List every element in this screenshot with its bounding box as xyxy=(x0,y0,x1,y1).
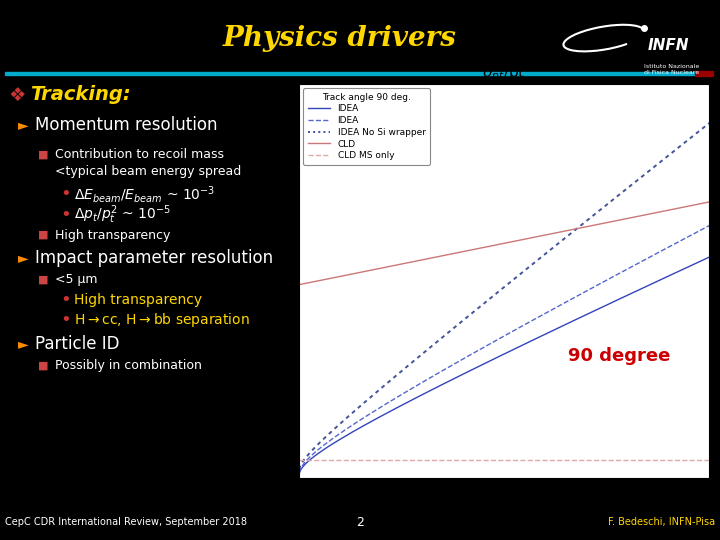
Text: Impact parameter resolution: Impact parameter resolution xyxy=(35,249,273,267)
Text: F. Bedeschi, INFN-Pisa: F. Bedeschi, INFN-Pisa xyxy=(608,517,715,527)
Text: High transparency: High transparency xyxy=(74,293,202,307)
Text: H$\rightarrow$cc, H$\rightarrow$bb separation: H$\rightarrow$cc, H$\rightarrow$bb separ… xyxy=(74,311,250,329)
Text: Contribution to recoil mass: Contribution to recoil mass xyxy=(55,148,224,161)
Text: $\Delta E_{beam}/E_{beam}$ ~ 10$^{-3}$: $\Delta E_{beam}/E_{beam}$ ~ 10$^{-3}$ xyxy=(74,184,215,205)
Text: •: • xyxy=(60,291,71,309)
Text: •: • xyxy=(60,206,71,224)
Text: <typical beam energy spread: <typical beam energy spread xyxy=(55,165,241,179)
Text: 90 degree: 90 degree xyxy=(568,347,670,364)
Text: Particle ID: Particle ID xyxy=(35,335,120,353)
Text: ❖: ❖ xyxy=(8,85,25,105)
Text: •: • xyxy=(60,311,71,329)
Text: ►: ► xyxy=(18,251,29,265)
Text: ►: ► xyxy=(18,118,29,132)
Text: Istituto Nazionale
di Fisica Nucleare: Istituto Nazionale di Fisica Nucleare xyxy=(644,64,700,75)
Title: $\sigma_{pt}$/pt: $\sigma_{pt}$/pt xyxy=(482,63,526,84)
Text: <5 μm: <5 μm xyxy=(55,273,97,287)
Text: 2: 2 xyxy=(356,516,364,529)
Text: $\Delta p_t/p_t^2$ ~ 10$^{-5}$: $\Delta p_t/p_t^2$ ~ 10$^{-5}$ xyxy=(74,204,171,226)
Bar xyxy=(5,72,705,75)
Text: •: • xyxy=(60,185,71,203)
Text: INFN: INFN xyxy=(648,38,689,52)
Legend: IDEA, IDEA, IDEA No Si wrapper, CLD, CLD MS only: IDEA, IDEA, IDEA No Si wrapper, CLD, CLD… xyxy=(303,88,430,165)
Text: ►: ► xyxy=(18,337,29,351)
Bar xyxy=(695,71,713,76)
Text: ■: ■ xyxy=(38,150,48,160)
X-axis label: pt (GeV): pt (GeV) xyxy=(481,503,527,512)
Text: Physics drivers: Physics drivers xyxy=(223,24,457,51)
Text: ■: ■ xyxy=(38,230,48,240)
Text: CepC CDR International Review, September 2018: CepC CDR International Review, September… xyxy=(5,517,247,527)
Text: High transparency: High transparency xyxy=(55,228,171,241)
Text: Tracking:: Tracking: xyxy=(30,85,130,105)
Text: ■: ■ xyxy=(38,275,48,285)
Text: Momentum resolution: Momentum resolution xyxy=(35,116,217,134)
Text: ■: ■ xyxy=(38,361,48,371)
Text: Possibly in combination: Possibly in combination xyxy=(55,360,202,373)
